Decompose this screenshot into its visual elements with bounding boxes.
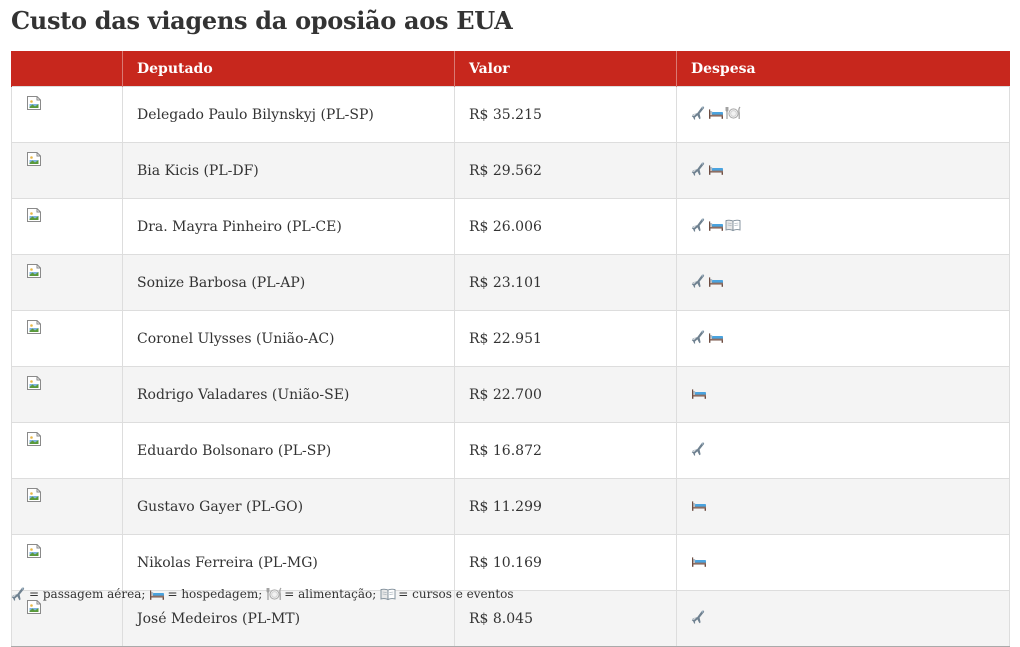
plane-icon bbox=[691, 161, 707, 177]
deputy-photo-cell bbox=[12, 255, 123, 311]
plane-icon bbox=[691, 329, 707, 345]
deputy-photo-cell bbox=[12, 367, 123, 423]
expense-types bbox=[677, 87, 1010, 143]
expense-types bbox=[677, 311, 1010, 367]
table-row: Sonize Barbosa (PL-AP)R$ 23.101 bbox=[12, 255, 1010, 311]
deputy-photo-cell bbox=[12, 311, 123, 367]
bed-icon bbox=[708, 273, 724, 289]
legend-text: = cursos e eventos bbox=[398, 587, 513, 601]
table-row: Coronel Ulysses (União-AC)R$ 22.951 bbox=[12, 311, 1010, 367]
deputy-photo-cell bbox=[12, 199, 123, 255]
deputy-name: Bia Kicis (PL-DF) bbox=[123, 143, 455, 199]
expense-value: R$ 29.562 bbox=[455, 143, 677, 199]
header-despesa: Despesa bbox=[677, 51, 1010, 87]
broken-image-icon bbox=[26, 263, 42, 279]
legend-text: = alimentação; bbox=[284, 587, 376, 601]
expense-value: R$ 22.700 bbox=[455, 367, 677, 423]
broken-image-icon bbox=[26, 319, 42, 335]
table-row: Delegado Paulo Bilynskyj (PL-SP)R$ 35.21… bbox=[12, 87, 1010, 143]
deputy-photo-cell bbox=[12, 535, 123, 591]
expense-types bbox=[677, 535, 1010, 591]
expense-value: R$ 10.169 bbox=[455, 535, 677, 591]
expense-value: R$ 11.299 bbox=[455, 479, 677, 535]
deputy-name: Gustavo Gayer (PL-GO) bbox=[123, 479, 455, 535]
header-valor: Valor bbox=[455, 51, 677, 87]
plate-icon bbox=[266, 586, 281, 601]
expense-types bbox=[677, 143, 1010, 199]
bed-icon bbox=[708, 161, 724, 177]
broken-image-icon bbox=[26, 207, 42, 223]
deputy-photo-cell bbox=[12, 423, 123, 479]
expense-types bbox=[677, 423, 1010, 479]
expense-types bbox=[677, 199, 1010, 255]
plane-icon bbox=[691, 217, 707, 233]
plane-icon bbox=[691, 273, 707, 289]
deputy-name: Eduardo Bolsonaro (PL-SP) bbox=[123, 423, 455, 479]
header-deputado: Deputado bbox=[123, 51, 455, 87]
broken-image-icon bbox=[26, 599, 42, 615]
expense-value: R$ 22.951 bbox=[455, 311, 677, 367]
deputy-name: Dra. Mayra Pinheiro (PL-CE) bbox=[123, 199, 455, 255]
deputy-name: Rodrigo Valadares (União-SE) bbox=[123, 367, 455, 423]
deputy-name: Nikolas Ferreira (PL-MG) bbox=[123, 535, 455, 591]
bed-icon bbox=[708, 329, 724, 345]
bed-icon bbox=[708, 217, 724, 233]
table-row: Gustavo Gayer (PL-GO)R$ 11.299 bbox=[12, 479, 1010, 535]
deputy-photo-cell bbox=[12, 87, 123, 143]
book-icon bbox=[725, 217, 741, 233]
plane-icon bbox=[11, 586, 26, 601]
icon-legend: = passagem aérea; = hospedagem; = alimenta… bbox=[11, 586, 518, 601]
bed-icon bbox=[708, 105, 724, 121]
bed-icon bbox=[149, 586, 164, 601]
expense-value: R$ 16.872 bbox=[455, 423, 677, 479]
plane-icon bbox=[691, 105, 707, 121]
deputies-table: Deputado Valor Despesa Delegado Paulo Bi… bbox=[11, 51, 1010, 647]
broken-image-icon bbox=[26, 375, 42, 391]
expense-types bbox=[677, 367, 1010, 423]
table-row: Eduardo Bolsonaro (PL-SP)R$ 16.872 bbox=[12, 423, 1010, 479]
broken-image-icon bbox=[26, 151, 42, 167]
broken-image-icon bbox=[26, 431, 42, 447]
legend-text: = passagem aérea; bbox=[29, 587, 145, 601]
broken-image-icon bbox=[26, 95, 42, 111]
deputy-name: Delegado Paulo Bilynskyj (PL-SP) bbox=[123, 87, 455, 143]
expense-types bbox=[677, 255, 1010, 311]
expense-types bbox=[677, 479, 1010, 535]
table-row: Nikolas Ferreira (PL-MG)R$ 10.169 bbox=[12, 535, 1010, 591]
legend-text: = hospedagem; bbox=[167, 587, 262, 601]
deputy-name: Coronel Ulysses (União-AC) bbox=[123, 311, 455, 367]
table-header-row: Deputado Valor Despesa bbox=[12, 51, 1010, 87]
broken-image-icon bbox=[26, 543, 42, 559]
deputy-name: Sonize Barbosa (PL-AP) bbox=[123, 255, 455, 311]
header-photo bbox=[12, 51, 123, 87]
table-row: Dra. Mayra Pinheiro (PL-CE)R$ 26.006 bbox=[12, 199, 1010, 255]
table-row: Rodrigo Valadares (União-SE)R$ 22.700 bbox=[12, 367, 1010, 423]
deputy-photo-cell bbox=[12, 143, 123, 199]
expense-value: R$ 35.215 bbox=[455, 87, 677, 143]
deputy-photo-cell bbox=[12, 479, 123, 535]
expense-value: R$ 26.006 bbox=[455, 199, 677, 255]
bed-icon bbox=[691, 497, 707, 513]
plane-icon bbox=[691, 441, 707, 457]
bed-icon bbox=[691, 553, 707, 569]
plane-icon bbox=[691, 609, 707, 625]
expense-types bbox=[677, 591, 1010, 647]
bed-icon bbox=[691, 385, 707, 401]
book-icon bbox=[380, 586, 395, 601]
table-row: Bia Kicis (PL-DF)R$ 29.562 bbox=[12, 143, 1010, 199]
page-title: Custo das viagens da oposião aos EUA bbox=[11, 6, 512, 35]
plate-icon bbox=[725, 105, 741, 121]
expense-value: R$ 23.101 bbox=[455, 255, 677, 311]
broken-image-icon bbox=[26, 487, 42, 503]
